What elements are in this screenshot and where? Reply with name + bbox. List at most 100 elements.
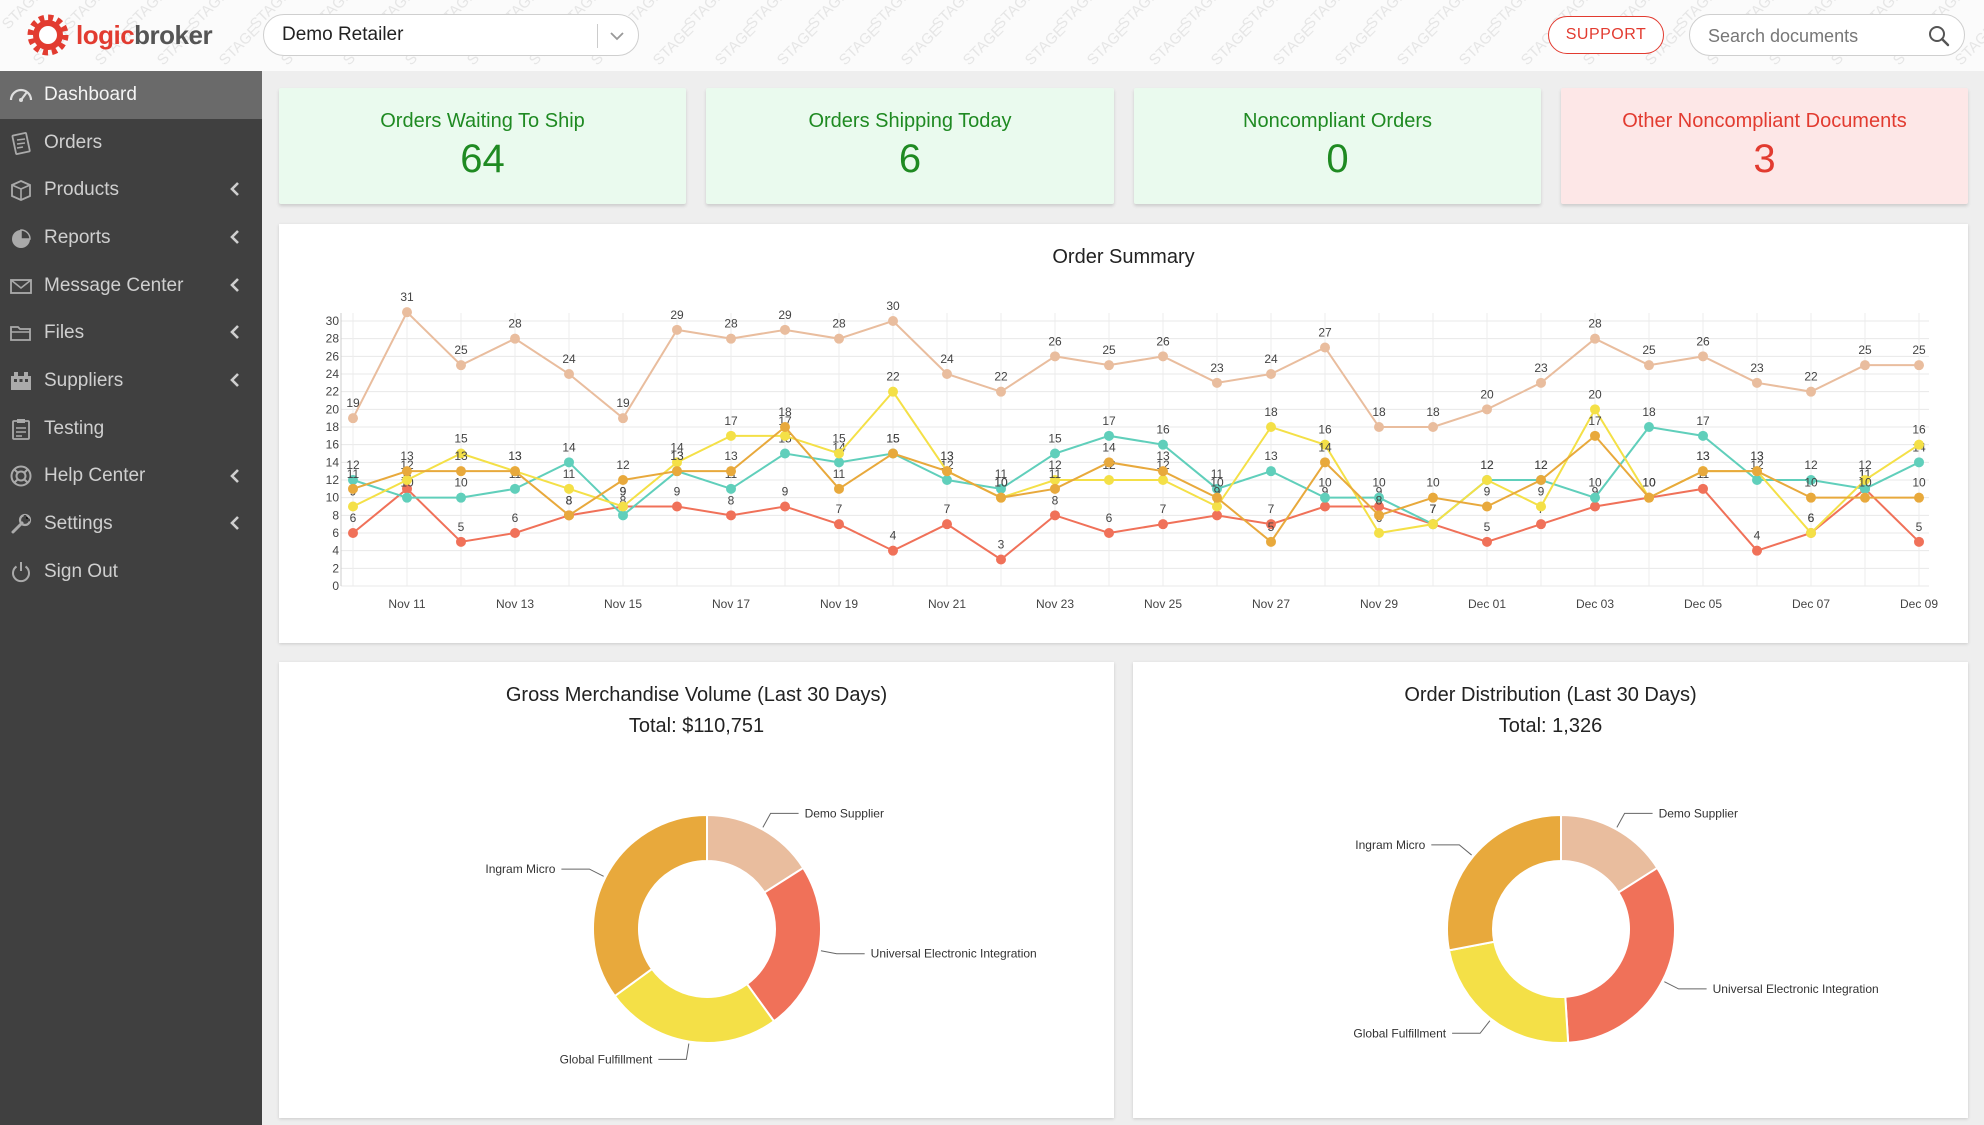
- data-point[interactable]: [1428, 422, 1438, 432]
- data-point[interactable]: [1914, 360, 1924, 371]
- data-point[interactable]: [456, 536, 466, 547]
- retailer-select[interactable]: Demo Retailer: [263, 14, 639, 56]
- data-point[interactable]: [1428, 519, 1438, 530]
- data-point[interactable]: [942, 466, 952, 477]
- data-point[interactable]: [834, 483, 844, 494]
- data-point[interactable]: [1374, 422, 1384, 432]
- data-point[interactable]: [618, 510, 628, 521]
- data-point[interactable]: [672, 501, 682, 512]
- data-point[interactable]: [510, 333, 520, 344]
- data-point[interactable]: [348, 501, 358, 512]
- data-point[interactable]: [1320, 492, 1330, 503]
- data-point[interactable]: [1914, 536, 1924, 547]
- data-point[interactable]: [1104, 475, 1114, 485]
- stat-other-noncompliant-documents[interactable]: Other Noncompliant Documents 3: [1561, 88, 1968, 204]
- search-input[interactable]: [1708, 24, 1908, 48]
- sidebar-item-orders[interactable]: Orders: [0, 119, 262, 167]
- stat-orders-waiting-to-ship[interactable]: Orders Waiting To Ship 64: [279, 88, 686, 204]
- sidebar-item-testing[interactable]: Testing: [0, 405, 262, 453]
- sidebar-item-message-center[interactable]: Message Center: [0, 262, 262, 310]
- sidebar-item-sign-out[interactable]: Sign Out: [0, 548, 262, 596]
- support-button[interactable]: SUPPORT: [1548, 16, 1664, 54]
- data-point[interactable]: [996, 492, 1006, 503]
- data-point[interactable]: [1536, 501, 1546, 512]
- data-point[interactable]: [1266, 422, 1276, 432]
- sidebar-item-products[interactable]: Products: [0, 166, 262, 214]
- stat-orders-shipping-today[interactable]: Orders Shipping Today 6: [706, 88, 1114, 204]
- data-point[interactable]: [834, 519, 844, 530]
- data-point[interactable]: [1536, 519, 1546, 530]
- data-point[interactable]: [942, 475, 952, 485]
- data-point[interactable]: [1212, 492, 1222, 503]
- data-point[interactable]: [1266, 519, 1276, 530]
- slice-universal-electronic-integration[interactable]: [745, 866, 822, 1023]
- data-point[interactable]: [1806, 386, 1816, 397]
- data-point[interactable]: [1158, 466, 1168, 477]
- data-point[interactable]: [1752, 475, 1762, 485]
- data-point[interactable]: [1320, 439, 1330, 450]
- data-point[interactable]: [348, 475, 358, 485]
- data-point[interactable]: [1158, 439, 1168, 450]
- data-point[interactable]: [1590, 492, 1600, 503]
- data-point[interactable]: [564, 457, 574, 468]
- data-point[interactable]: [1374, 492, 1384, 503]
- data-point[interactable]: [1212, 483, 1222, 494]
- data-point[interactable]: [564, 510, 574, 521]
- search-box[interactable]: [1689, 14, 1965, 56]
- sidebar-item-help-center[interactable]: Help Center: [0, 453, 262, 501]
- data-point[interactable]: [1536, 475, 1546, 485]
- data-point[interactable]: [1320, 457, 1330, 468]
- data-point[interactable]: [996, 483, 1006, 494]
- data-point[interactable]: [672, 324, 682, 335]
- data-point[interactable]: [1806, 528, 1816, 538]
- data-point[interactable]: [564, 369, 574, 379]
- data-point[interactable]: [1698, 430, 1708, 441]
- data-point[interactable]: [1752, 466, 1762, 477]
- data-point[interactable]: [1482, 501, 1492, 512]
- data-point[interactable]: [348, 528, 358, 538]
- data-point[interactable]: [1644, 360, 1654, 371]
- data-point[interactable]: [726, 483, 736, 494]
- data-point[interactable]: [1590, 430, 1600, 441]
- data-point[interactable]: [402, 492, 412, 503]
- data-point[interactable]: [1374, 528, 1384, 538]
- data-point[interactable]: [1374, 510, 1384, 521]
- logicbroker-logo[interactable]: logicbroker: [26, 12, 213, 58]
- data-point[interactable]: [1860, 492, 1870, 503]
- data-point[interactable]: [1212, 377, 1222, 388]
- data-point[interactable]: [1860, 483, 1870, 494]
- data-point[interactable]: [1914, 492, 1924, 503]
- data-point[interactable]: [672, 457, 682, 468]
- sidebar-item-reports[interactable]: Reports: [0, 214, 262, 262]
- data-point[interactable]: [348, 413, 358, 424]
- data-point[interactable]: [1320, 501, 1330, 512]
- data-point[interactable]: [510, 466, 520, 477]
- data-point[interactable]: [402, 483, 412, 494]
- data-point[interactable]: [1752, 545, 1762, 556]
- data-point[interactable]: [618, 475, 628, 485]
- sidebar-item-suppliers[interactable]: Suppliers: [0, 357, 262, 405]
- data-point[interactable]: [456, 360, 466, 371]
- data-point[interactable]: [402, 307, 412, 318]
- data-point[interactable]: [1104, 457, 1114, 468]
- data-point[interactable]: [888, 386, 898, 397]
- data-point[interactable]: [1698, 351, 1708, 362]
- data-point[interactable]: [1428, 492, 1438, 503]
- data-point[interactable]: [1212, 510, 1222, 521]
- data-point[interactable]: [780, 448, 790, 459]
- data-point[interactable]: [1050, 510, 1060, 521]
- data-point[interactable]: [1266, 536, 1276, 547]
- data-point[interactable]: [618, 413, 628, 424]
- stat-noncompliant-orders[interactable]: Noncompliant Orders 0: [1134, 88, 1541, 204]
- data-point[interactable]: [780, 430, 790, 441]
- data-point[interactable]: [888, 448, 898, 459]
- data-point[interactable]: [1590, 404, 1600, 415]
- data-point[interactable]: [1320, 342, 1330, 353]
- data-point[interactable]: [1698, 483, 1708, 494]
- data-point[interactable]: [834, 448, 844, 459]
- data-point[interactable]: [996, 554, 1006, 565]
- sidebar-item-files[interactable]: Files: [0, 309, 262, 357]
- data-point[interactable]: [942, 519, 952, 530]
- data-point[interactable]: [1266, 466, 1276, 477]
- data-point[interactable]: [618, 501, 628, 512]
